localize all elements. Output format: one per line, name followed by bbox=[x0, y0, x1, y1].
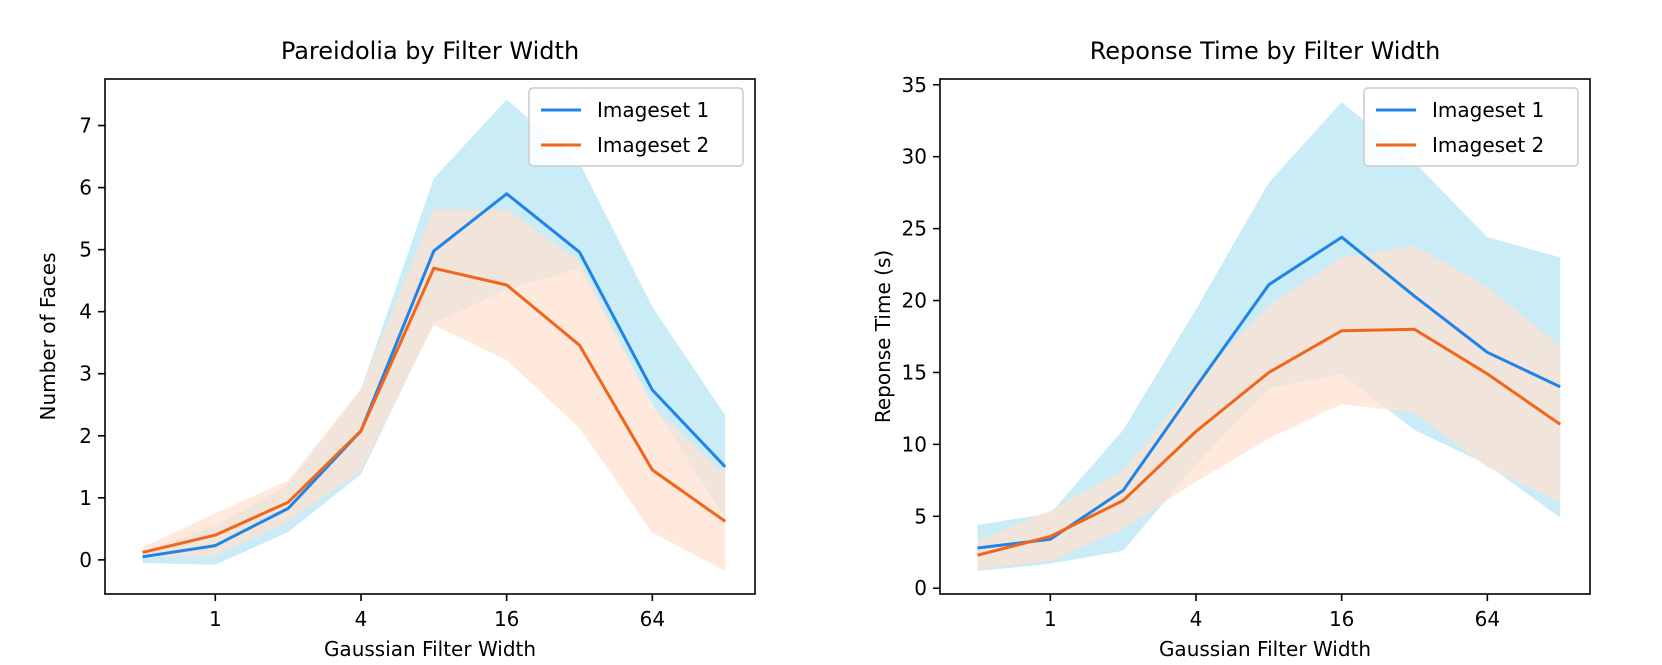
series-line-1 bbox=[142, 192, 727, 559]
y-tick-label: 30 bbox=[902, 145, 927, 169]
legend-box bbox=[528, 87, 744, 167]
legend-label: Imageset 1 bbox=[1432, 98, 1544, 122]
legend-box bbox=[1363, 87, 1579, 167]
legend-label: Imageset 2 bbox=[1432, 133, 1544, 157]
legend: Imageset 1 Imageset 2 bbox=[1363, 87, 1579, 167]
x-tick-label: 16 bbox=[494, 607, 519, 631]
x-tick-label: 64 bbox=[1475, 607, 1500, 631]
series-line-2 bbox=[142, 266, 727, 554]
y-tick-label: 2 bbox=[79, 424, 92, 448]
y-tick-label: 20 bbox=[902, 289, 927, 313]
y-tick-label: 5 bbox=[914, 504, 927, 528]
plot-frame bbox=[104, 78, 756, 595]
plot-frame bbox=[939, 78, 1591, 595]
y-tick-label: 4 bbox=[79, 300, 92, 324]
x-axis-label: Gaussian Filter Width bbox=[1159, 637, 1371, 661]
x-tick-label: 1 bbox=[209, 607, 222, 631]
x-tick-label: 4 bbox=[355, 607, 368, 631]
x-tick-label: 1 bbox=[1044, 607, 1057, 631]
y-tick-label: 0 bbox=[914, 576, 927, 600]
legend-label: Imageset 2 bbox=[597, 133, 709, 157]
y-tick-label: 10 bbox=[902, 432, 927, 456]
y-tick-label: 35 bbox=[902, 73, 927, 97]
y-tick-label: 15 bbox=[902, 360, 927, 384]
chart-title: Reponse Time by Filter Width bbox=[1090, 37, 1441, 65]
y-tick-label: 1 bbox=[79, 486, 92, 510]
legend-label: Imageset 1 bbox=[597, 98, 709, 122]
legend: Imageset 1 Imageset 2 bbox=[528, 87, 744, 167]
x-axis-label: Gaussian Filter Width bbox=[324, 637, 536, 661]
y-tick-label: 0 bbox=[79, 548, 92, 572]
band-1 bbox=[142, 99, 726, 565]
y-axis-label: Number of Faces bbox=[36, 253, 60, 421]
x-tick-label: 16 bbox=[1329, 607, 1354, 631]
y-tick-label: 3 bbox=[79, 362, 92, 386]
chart-title: Pareidolia by Filter Width bbox=[281, 37, 579, 65]
response-time-chart: 0 5 10 15 20 25 30 35 1 4 16 64 Reponse Time by Filt… bbox=[871, 37, 1591, 661]
x-tick-label: 4 bbox=[1190, 607, 1203, 631]
y-axis-label: Reponse Time (s) bbox=[871, 250, 895, 423]
x-tick-label: 64 bbox=[640, 607, 665, 631]
y-tick-label: 6 bbox=[79, 176, 92, 200]
y-tick-label: 25 bbox=[902, 217, 927, 241]
pareidolia-chart: 0 1 2 3 4 5 6 7 1 4 16 64 Pareidolia by Filter Width… bbox=[36, 37, 756, 661]
series-line-2 bbox=[977, 327, 1562, 557]
band-2 bbox=[142, 209, 726, 572]
y-tick-label: 7 bbox=[79, 114, 92, 138]
y-tick-label: 5 bbox=[79, 238, 92, 262]
